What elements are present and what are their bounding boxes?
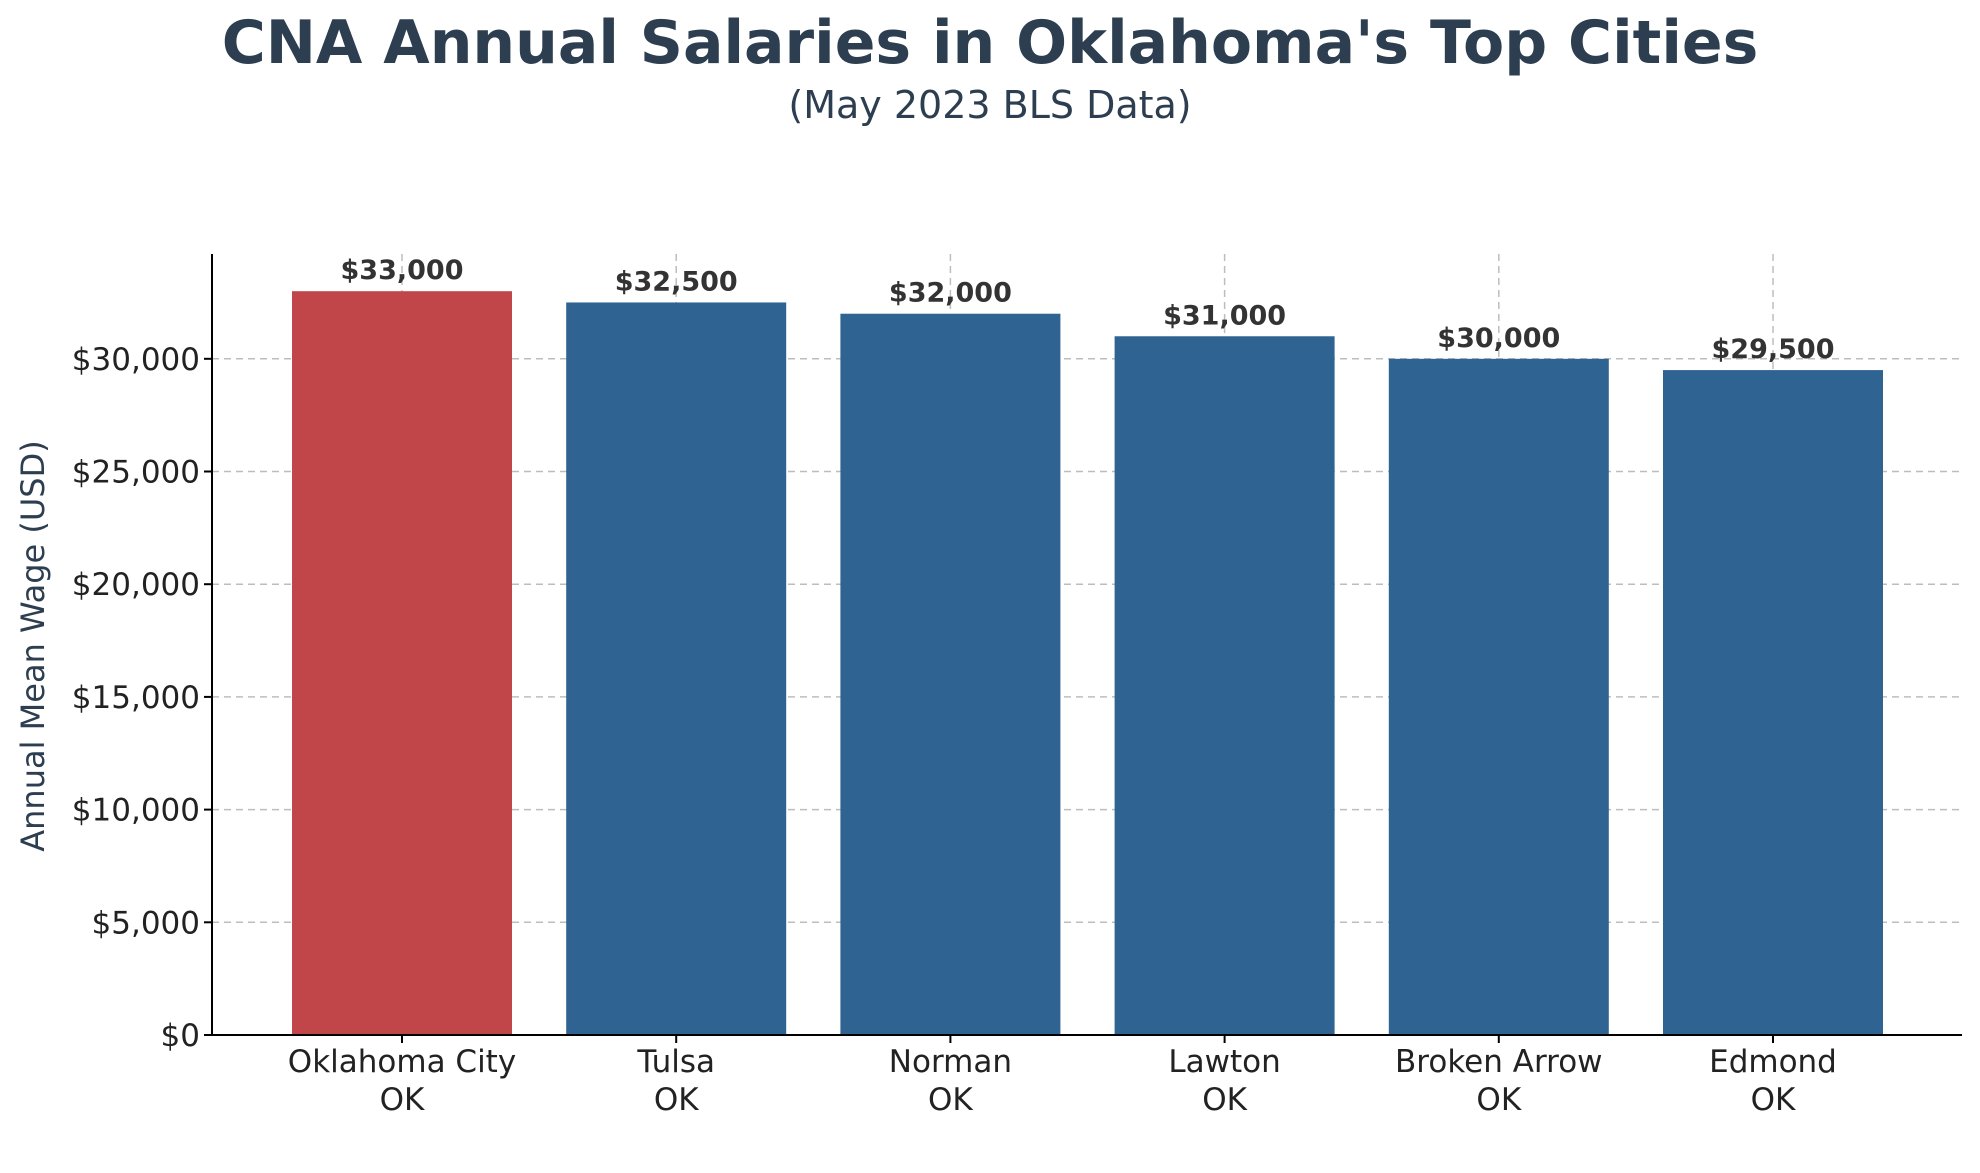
y-tick-label: $10,000 — [72, 793, 200, 829]
x-tick-label-line: Tulsa — [636, 1044, 715, 1080]
y-tick-label: $0 — [161, 1018, 200, 1054]
y-tick-label: $15,000 — [72, 680, 200, 716]
bar — [1114, 336, 1335, 1035]
x-tick-label-line: OK — [928, 1082, 973, 1118]
bar — [840, 313, 1061, 1035]
bar-value-label: $30,000 — [1437, 323, 1560, 354]
x-tick-label: Norman OK — [889, 1044, 1012, 1118]
y-axis-label: Annual Mean Wage (USD) — [14, 440, 52, 851]
x-tick-label: Edmond OK — [1709, 1044, 1837, 1118]
ticks-layer: $0 $5,000 $10,000 $15,000 $20,000 $25,000 $30,… — [72, 342, 1837, 1118]
chart-subtitle: (May 2023 BLS Data) — [788, 83, 1191, 127]
x-tick-label-line: Oklahoma City — [288, 1044, 516, 1080]
x-tick-label-line: OK — [1751, 1082, 1796, 1118]
x-tick-label: Oklahoma City OK — [288, 1044, 516, 1118]
bar-value-label: $31,000 — [1163, 300, 1286, 331]
x-tick-label: Tulsa OK — [636, 1044, 715, 1118]
axes-layer — [211, 254, 1962, 1036]
bar — [292, 291, 512, 1035]
x-tick-label-line: OK — [1476, 1082, 1521, 1118]
bar-value-label: $32,500 — [615, 266, 738, 297]
x-tick-label: Broken Arrow OK — [1395, 1044, 1603, 1118]
data-labels-layer: $33,000 $32,500 $32,000 $31,000 $30,000 $29,5… — [341, 255, 1835, 365]
bar — [1388, 358, 1609, 1035]
bar — [566, 302, 787, 1035]
bar-value-label: $33,000 — [341, 255, 464, 286]
bar-value-label: $32,000 — [889, 278, 1012, 309]
x-tick-label-line: Norman — [889, 1044, 1012, 1080]
x-tick-label-line: OK — [380, 1082, 425, 1118]
x-tick-label-line: Broken Arrow — [1395, 1044, 1603, 1080]
x-tick-label-line: OK — [1202, 1082, 1247, 1118]
x-tick-label-line: OK — [654, 1082, 699, 1118]
bar-value-label: $29,500 — [1712, 334, 1835, 365]
x-tick-label: Lawton OK — [1168, 1044, 1280, 1118]
y-tick-label: $30,000 — [72, 342, 200, 378]
y-tick-label: $20,000 — [72, 567, 200, 603]
x-tick-label-line: Lawton — [1168, 1044, 1280, 1080]
bars-layer — [292, 291, 1883, 1036]
y-tick-label: $25,000 — [72, 455, 200, 491]
x-tick-label-line: Edmond — [1709, 1044, 1837, 1080]
bar — [1663, 370, 1883, 1036]
chart-title: CNA Annual Salaries in Oklahoma's Top Ci… — [222, 8, 1759, 78]
y-tick-label: $5,000 — [92, 905, 200, 941]
